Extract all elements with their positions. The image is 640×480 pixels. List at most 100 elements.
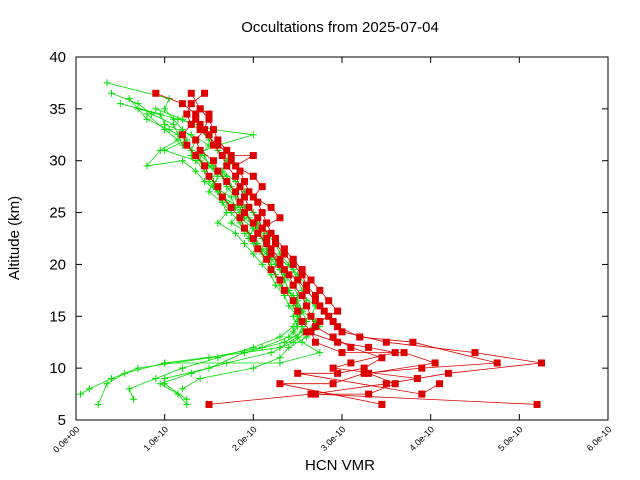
- data-point: [240, 177, 248, 185]
- data-point: [276, 380, 284, 388]
- x-tick-label: 6.0e-10: [585, 424, 614, 453]
- data-point: [227, 152, 235, 160]
- data-point: [307, 390, 315, 398]
- data-point: [236, 214, 244, 222]
- data-point: [298, 292, 306, 300]
- data-point: [378, 354, 386, 362]
- data-point: [418, 390, 426, 398]
- data-point: [227, 203, 235, 211]
- data-point: [254, 229, 262, 237]
- data-point: [538, 359, 545, 367]
- data-point: [192, 110, 200, 118]
- y-tick-label: 40: [49, 49, 66, 66]
- data-point: [289, 260, 297, 268]
- data-point: [311, 297, 319, 305]
- data-point: [311, 323, 319, 331]
- data-point: [187, 89, 195, 97]
- data-point: [205, 131, 213, 139]
- data-point: [276, 276, 284, 284]
- data-point: [280, 286, 288, 294]
- data-point: [249, 219, 257, 227]
- y-tick-label: 15: [49, 308, 66, 325]
- data-point: [360, 369, 368, 377]
- data-point: [267, 229, 275, 237]
- data-point: [267, 203, 275, 211]
- data-point: [201, 177, 209, 185]
- data-point: [272, 281, 279, 289]
- data-point: [245, 203, 253, 211]
- data-point: [232, 162, 240, 170]
- data-point: [294, 307, 302, 315]
- data-point: [378, 400, 386, 408]
- data-point: [360, 364, 368, 372]
- data-point: [303, 302, 311, 310]
- data-point: [493, 359, 501, 367]
- data-point: [187, 100, 195, 108]
- data-point: [303, 281, 311, 289]
- data-point: [325, 297, 333, 305]
- data-point: [103, 380, 111, 388]
- data-point: [205, 188, 213, 196]
- data-point: [263, 240, 271, 248]
- data-point: [196, 146, 204, 154]
- series-layer: [76, 79, 545, 408]
- data-point: [152, 375, 160, 383]
- x-tick-label: 4.0e-10: [407, 424, 436, 453]
- data-point: [263, 235, 271, 242]
- data-point: [218, 152, 226, 160]
- data-point: [187, 131, 195, 139]
- data-point: [192, 152, 200, 160]
- data-point: [276, 333, 284, 341]
- data-point: [258, 260, 266, 268]
- data-point: [156, 146, 164, 154]
- data-point: [365, 369, 373, 377]
- data-point: [418, 364, 426, 372]
- data-point: [276, 255, 284, 263]
- data-point: [280, 250, 288, 258]
- data-point: [121, 369, 129, 377]
- data-point: [249, 172, 257, 180]
- data-point: [267, 250, 275, 258]
- data-point: [303, 286, 311, 294]
- data-point: [298, 266, 306, 274]
- data-point: [276, 214, 284, 222]
- data-point: [311, 390, 319, 398]
- data-point: [205, 110, 213, 118]
- data-point: [254, 198, 262, 206]
- data-point: [232, 172, 240, 180]
- data-point: [303, 328, 311, 336]
- data-point: [223, 162, 231, 170]
- data-point: [334, 307, 342, 315]
- data-point: [85, 385, 93, 393]
- data-point: [209, 157, 217, 165]
- data-point: [152, 89, 160, 97]
- data-point: [205, 115, 213, 123]
- series-6: [152, 105, 324, 393]
- data-point: [276, 260, 284, 268]
- data-point: [338, 349, 346, 357]
- data-point: [311, 338, 319, 346]
- data-point: [143, 162, 151, 170]
- data-point: [178, 131, 186, 139]
- data-point: [307, 328, 315, 336]
- data-point: [276, 354, 284, 362]
- data-point: [178, 100, 186, 108]
- series-11: [192, 115, 421, 383]
- data-point: [431, 359, 439, 367]
- series-line: [97, 92, 307, 405]
- data-point: [76, 390, 84, 398]
- data-point: [382, 338, 390, 346]
- data-point: [294, 333, 302, 341]
- data-point: [143, 110, 151, 118]
- y-axis-ticks: 5 10 15 20 25 30 35 40: [49, 49, 608, 429]
- data-point: [258, 183, 266, 191]
- data-point: [227, 157, 235, 165]
- data-point: [382, 380, 390, 388]
- data-point: [240, 240, 248, 248]
- data-point: [289, 297, 297, 305]
- data-point: [161, 380, 169, 388]
- data-point: [214, 167, 222, 175]
- data-point: [254, 245, 262, 253]
- x-tick-label: 5.0e-10: [496, 424, 525, 453]
